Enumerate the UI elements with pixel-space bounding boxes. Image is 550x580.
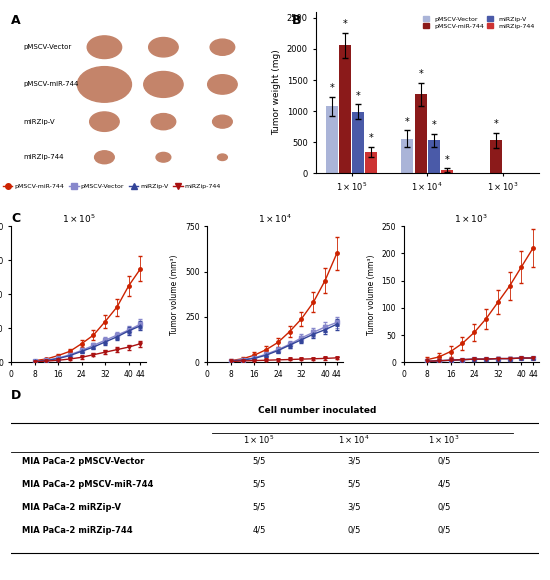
Text: *: * [445, 155, 449, 165]
Bar [441, 171, 453, 173]
Legend: pMSCV-Vector, pMSCV-miR-744, miRZip-V, miRZip-744: pMSCV-Vector, pMSCV-miR-744, miRZip-V, m… [421, 14, 536, 30]
Text: 5/5: 5/5 [348, 480, 361, 488]
Circle shape [78, 67, 131, 102]
Text: miRZip-744: miRZip-744 [23, 154, 64, 160]
Text: $1 \times 10^4$: $1 \times 10^4$ [338, 433, 370, 446]
Text: MIA PaCa-2 pMSCV-Vector: MIA PaCa-2 pMSCV-Vector [21, 456, 144, 466]
Circle shape [151, 114, 175, 130]
Text: *: * [418, 70, 423, 79]
Text: 5/5: 5/5 [252, 502, 266, 512]
Bar [326, 106, 338, 173]
Text: 3/5: 3/5 [348, 456, 361, 466]
Text: C: C [11, 212, 20, 224]
Text: A: A [11, 14, 21, 27]
Circle shape [90, 112, 119, 131]
Circle shape [156, 153, 171, 162]
Text: 0/5: 0/5 [437, 502, 450, 512]
Text: 5/5: 5/5 [252, 456, 266, 466]
Text: MIA PaCa-2 pMSCV-miR-744: MIA PaCa-2 pMSCV-miR-744 [21, 480, 153, 488]
Text: 0/5: 0/5 [437, 456, 450, 466]
Text: pMSCV-Vector: pMSCV-Vector [23, 44, 72, 50]
Circle shape [148, 38, 178, 57]
Bar [352, 112, 364, 173]
Text: *: * [405, 117, 410, 127]
Bar [402, 139, 414, 173]
Text: $1 \times 10^3$: $1 \times 10^3$ [428, 433, 460, 446]
Circle shape [87, 36, 122, 59]
Text: *: * [494, 119, 499, 129]
Text: pMSCV-miR-744: pMSCV-miR-744 [23, 81, 79, 88]
Y-axis label: Tumor volume (mm³): Tumor volume (mm³) [170, 254, 179, 335]
Text: *: * [432, 121, 436, 130]
Text: MIA PaCa-2 miRZip-744: MIA PaCa-2 miRZip-744 [21, 525, 132, 535]
Text: B: B [292, 14, 301, 27]
Circle shape [208, 75, 237, 94]
Circle shape [144, 71, 183, 97]
Bar [339, 45, 351, 173]
Bar [491, 140, 502, 173]
Legend: pMSCV-miR-744, pMSCV-Vector, miRZip-V, miRZip-744: pMSCV-miR-744, pMSCV-Vector, miRZip-V, m… [1, 182, 224, 192]
Text: Cell number inoculated: Cell number inoculated [258, 406, 376, 415]
Circle shape [210, 39, 235, 55]
Text: *: * [329, 83, 334, 93]
Title: $1 \times 10^3$: $1 \times 10^3$ [454, 213, 488, 226]
Circle shape [217, 154, 227, 161]
Text: MIA PaCa-2 miRZip-V: MIA PaCa-2 miRZip-V [21, 502, 120, 512]
Y-axis label: Tumor volume (mm³): Tumor volume (mm³) [367, 254, 376, 335]
Text: D: D [11, 389, 21, 401]
Text: $1 \times 10^5$: $1 \times 10^5$ [244, 433, 275, 446]
Title: $1 \times 10^5$: $1 \times 10^5$ [62, 213, 96, 226]
Text: 3/5: 3/5 [348, 502, 361, 512]
Text: 4/5: 4/5 [437, 480, 450, 488]
Bar [428, 140, 440, 173]
Text: *: * [356, 90, 360, 100]
Bar [365, 151, 377, 173]
Text: *: * [343, 19, 347, 29]
Text: miRZip-V: miRZip-V [23, 119, 55, 125]
Title: $1 \times 10^4$: $1 \times 10^4$ [258, 213, 292, 226]
Text: 5/5: 5/5 [252, 480, 266, 488]
Text: 0/5: 0/5 [437, 525, 450, 535]
Text: 0/5: 0/5 [348, 525, 361, 535]
Y-axis label: Tumor weight (mg): Tumor weight (mg) [272, 50, 281, 135]
Bar [415, 95, 427, 173]
Text: 4/5: 4/5 [252, 525, 266, 535]
Circle shape [95, 151, 114, 164]
Text: *: * [369, 133, 374, 143]
Circle shape [213, 115, 232, 128]
